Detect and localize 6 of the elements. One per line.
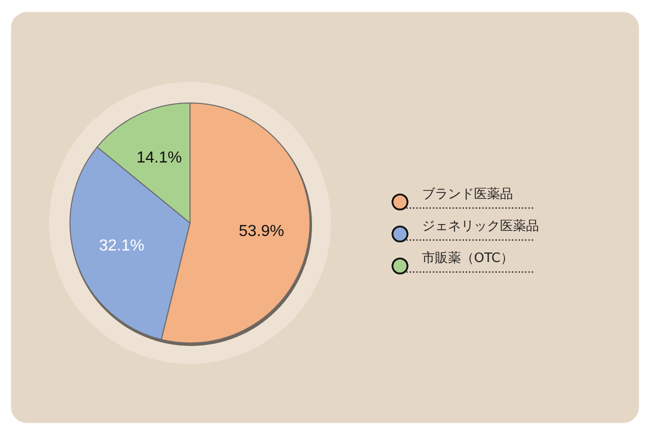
legend-label: 市販薬（OTC）: [422, 251, 514, 266]
legend-label: ブランド医薬品: [422, 187, 513, 202]
legend-label: ジェネリック医薬品: [422, 219, 539, 234]
data-label: 14.1%: [136, 149, 182, 166]
data-label: 53.9%: [238, 223, 284, 240]
data-label: 32.1%: [99, 237, 144, 254]
